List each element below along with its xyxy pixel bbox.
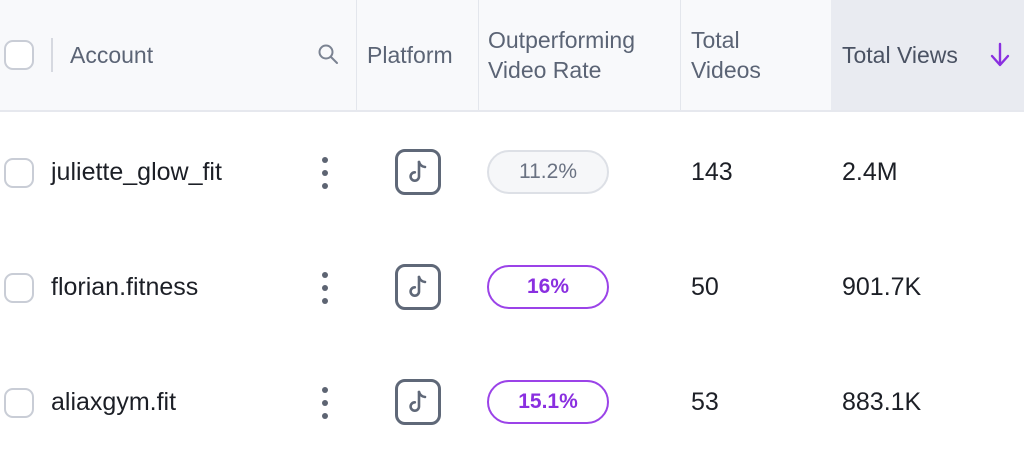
rate-value: 15.1% (518, 390, 578, 413)
total-videos-header-line2: Videos (691, 57, 761, 83)
table-row[interactable]: aliaxgym.fit 15.1% 53 883.1K (0, 345, 1024, 460)
rate-value: 11.2% (519, 160, 577, 183)
platform-column-header[interactable]: Platform (367, 0, 477, 110)
table-header: Account Platform Outperforming Video Rat… (0, 0, 1024, 112)
account-header-label: Account (70, 42, 154, 68)
header-divider (51, 38, 53, 72)
platform-header-label: Platform (367, 42, 453, 68)
outperforming-rate-badge: 16% (487, 265, 609, 309)
column-divider (680, 0, 681, 110)
outperforming-column-header[interactable]: Outperforming Video Rate (488, 0, 678, 110)
sort-descending-arrow-icon[interactable] (986, 40, 1014, 70)
column-divider (478, 0, 479, 110)
rate-value: 16% (526, 275, 570, 298)
tiktok-icon (395, 149, 441, 195)
outperforming-rate-badge: 11.2% (487, 150, 609, 194)
total-videos-value: 50 (691, 273, 719, 301)
tiktok-icon (395, 379, 441, 425)
more-options-icon[interactable] (316, 155, 334, 191)
total-videos-header-line1: Total (691, 27, 740, 53)
row-checkbox[interactable] (4, 158, 34, 188)
table-row[interactable]: juliette_glow_fit 11.2% 143 2.4M (0, 115, 1024, 230)
search-icon[interactable] (316, 42, 340, 66)
account-name[interactable]: juliette_glow_fit (51, 158, 222, 186)
total-views-value: 901.7K (842, 273, 922, 301)
total-views-value: 2.4M (842, 158, 898, 186)
select-all-checkbox[interactable] (4, 40, 34, 70)
total-videos-value: 143 (691, 158, 733, 186)
account-name[interactable]: aliaxgym.fit (51, 388, 177, 416)
more-options-icon[interactable] (316, 270, 334, 306)
more-options-icon[interactable] (316, 385, 334, 421)
outperforming-rate-badge: 15.1% (487, 380, 609, 424)
column-divider (356, 0, 357, 110)
total-videos-column-header[interactable]: Total Videos (691, 0, 831, 110)
row-checkbox[interactable] (4, 273, 34, 303)
account-name[interactable]: florian.fitness (51, 273, 199, 301)
outperforming-header-line1: Outperforming (488, 27, 636, 53)
total-videos-value: 53 (691, 388, 719, 416)
total-views-header-label: Total Views (842, 42, 958, 68)
total-views-value: 883.1K (842, 388, 922, 416)
outperforming-header-line2: Video Rate (488, 57, 602, 83)
tiktok-icon (395, 264, 441, 310)
table-row[interactable]: florian.fitness 16% 50 901.7K (0, 230, 1024, 345)
account-column-header[interactable]: Account (70, 0, 290, 110)
row-checkbox[interactable] (4, 388, 34, 418)
